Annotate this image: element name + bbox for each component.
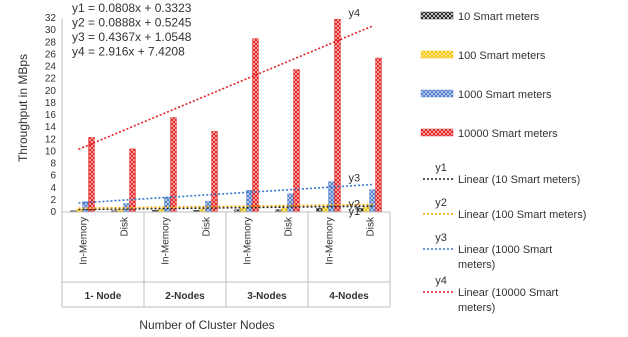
category-tick-label: In-Memory: [325, 217, 336, 265]
x-axis-label: Number of Cluster Nodes: [139, 318, 274, 332]
trendline-label-y2: y2: [349, 199, 361, 211]
trendline-equation: y1 = 0.0808x + 0.3323: [72, 1, 192, 15]
y-tick-label: 6: [50, 171, 56, 182]
y-tick-label: 8: [50, 159, 56, 170]
trendline-y4: [78, 24, 374, 151]
y-tick-label: 26: [45, 49, 57, 60]
bar-100-smart-meters: [281, 208, 288, 213]
bar-100-smart-meters: [322, 206, 329, 213]
bar-1000-smart-meters: [328, 181, 335, 213]
legend-swatch: [420, 11, 454, 20]
trendline-equation: y4 = 2.916x + 7.4208: [72, 45, 185, 59]
group-label: 3-Nodes: [247, 291, 287, 302]
legend-entry: Linear (100 Smart meters): [458, 209, 586, 221]
bar-10-smart-meters: [316, 208, 323, 213]
bar-10000-smart-meters: [88, 137, 95, 213]
y-tick-label: 28: [45, 37, 57, 48]
category-tick-label: Disk: [120, 216, 131, 236]
bar-1000-smart-meters: [164, 197, 171, 213]
category-tick-label: Disk: [284, 216, 295, 236]
y-tick-label: 14: [45, 122, 57, 133]
y-tick-label: 24: [45, 62, 57, 73]
legend-entry: 10000 Smart meters: [458, 128, 558, 140]
trendline-label-y4: y4: [349, 8, 361, 20]
bar-10000-smart-meters: [252, 38, 259, 213]
legend-entry: Linear (10000 Smart meters): [458, 287, 558, 314]
legend-swatch: [420, 89, 454, 98]
category-tick-label: Disk: [202, 216, 213, 236]
trendline-y2: [78, 203, 374, 210]
y-tick-label: 22: [45, 74, 57, 85]
trendline-label-y1: y1: [349, 206, 361, 218]
legend-line-label: y2: [435, 197, 447, 209]
y-tick-label: 20: [45, 86, 57, 97]
y-tick-label: 12: [45, 134, 57, 145]
bar-10000-smart-meters: [334, 19, 341, 213]
bar-10000-smart-meters: [293, 69, 300, 213]
group-label: 1- Node: [85, 291, 122, 302]
y-tick-label: 4: [50, 183, 56, 194]
bar-10000-smart-meters: [129, 148, 136, 213]
legend-line-label: y1: [435, 162, 447, 174]
legend-entry: 10 Smart meters: [458, 11, 540, 23]
legend-entry: Linear (10 Smart meters): [458, 174, 580, 186]
y-tick-label: 2: [50, 195, 56, 206]
legend-line-label: y3: [435, 232, 447, 244]
bar-10000-smart-meters: [211, 131, 218, 213]
trendline-label-y3: y3: [349, 172, 361, 184]
trendline-equation: y3 = 0.4367x + 1.0548: [72, 30, 192, 44]
y-tick-label: 30: [45, 25, 57, 36]
group-label: 4-Nodes: [329, 291, 369, 302]
category-tick-label: In-Memory: [243, 217, 254, 265]
category-tick-label: Disk: [366, 216, 377, 236]
bar-100-smart-meters: [240, 208, 247, 213]
y-tick-label: 10: [45, 146, 57, 157]
bar-1000-smart-meters: [287, 193, 294, 213]
bar-1000-smart-meters: [246, 189, 253, 213]
trendline-y1: [78, 205, 374, 211]
category-tick-label: In-Memory: [161, 217, 172, 265]
category-tick-label: In-Memory: [79, 217, 90, 265]
y-tick-label: 0: [50, 207, 56, 218]
legend-entry: 100 Smart meters: [458, 50, 546, 62]
legend-line-label: y4: [435, 275, 447, 287]
legend-entry: 1000 Smart meters: [458, 89, 552, 101]
y-tick-label: 32: [45, 13, 57, 24]
bar-10000-smart-meters: [375, 57, 382, 213]
legend-entry: Linear (1000 Smart meters): [458, 244, 552, 271]
y-axis-label: Throughput in MBps: [16, 54, 30, 162]
legend-swatch: [420, 50, 454, 59]
legend-swatch: [420, 128, 454, 137]
trendline-y3: [78, 183, 374, 204]
bar-100-smart-meters: [363, 206, 370, 213]
group-label: 2-Nodes: [165, 291, 205, 302]
y-tick-label: 18: [45, 98, 57, 109]
y-tick-label: 16: [45, 110, 57, 121]
bar-1000-smart-meters: [369, 189, 376, 213]
trendline-equation: y2 = 0.0888x + 0.5245: [72, 16, 192, 30]
